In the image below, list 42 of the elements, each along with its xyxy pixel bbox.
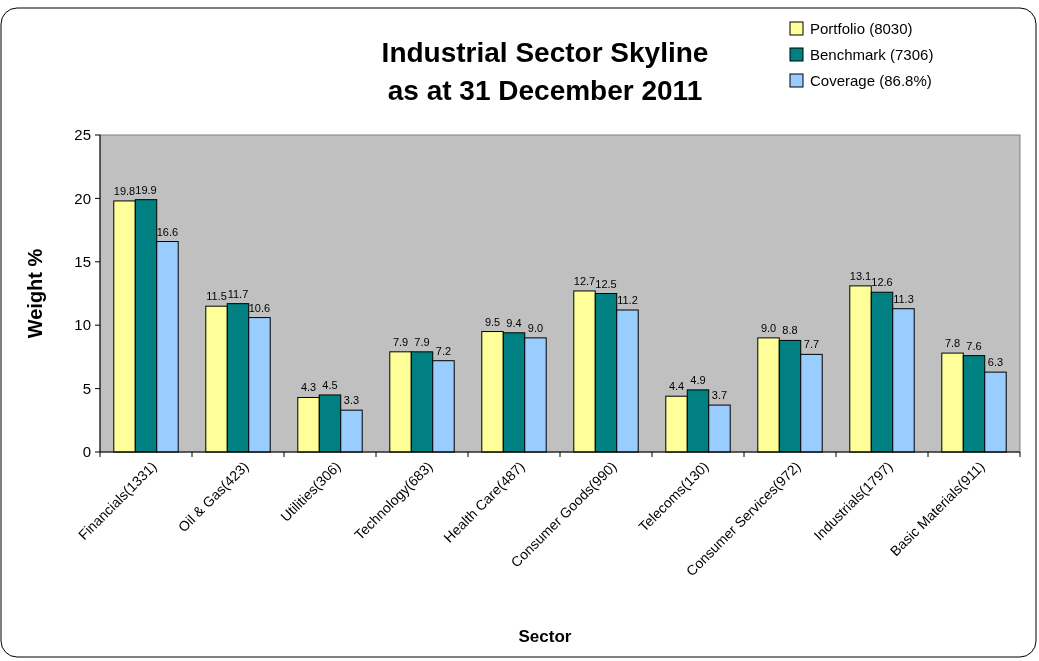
data-label: 11.3 [893,292,914,305]
data-label: 11.2 [617,293,638,306]
y-tick-label: 0 [82,443,91,461]
data-label: 4.9 [690,373,706,386]
data-label: 12.5 [595,277,617,290]
data-label: 9.0 [527,321,544,334]
data-label: 7.9 [414,335,430,348]
legend-label: Portfolio (8030) [810,20,913,38]
data-label: 9.4 [506,316,522,329]
y-tick-label: 10 [74,316,91,334]
data-label: 19.8 [113,184,136,197]
y-tick-label: 20 [74,189,91,207]
y-tick-label: 15 [74,253,91,271]
data-label: 4.3 [300,381,317,394]
y-tick-label: 25 [74,126,91,144]
x-axis-title: Sector [518,627,572,646]
y-tick-label: 5 [82,379,91,397]
data-label: 10.6 [248,301,271,314]
data-label: 9.5 [484,315,501,328]
legend-label: Benchmark (7306) [810,46,934,64]
data-label: 6.3 [987,356,1004,369]
data-label: 4.4 [668,380,685,393]
data-label: 7.8 [944,337,961,350]
data-label: 7.6 [966,339,982,352]
data-label: 3.7 [711,389,728,402]
data-label: 12.7 [573,274,596,287]
data-label: 16.6 [156,225,179,238]
data-label: 8.8 [782,324,798,337]
data-label: 13.1 [849,269,872,282]
data-label: 19.9 [135,183,157,196]
data-label: 9.0 [760,321,777,334]
data-label: 7.7 [803,338,820,351]
data-label: 7.9 [392,335,409,348]
data-label: 7.2 [435,344,452,357]
chart-title: Industrial Sector Skyline as at 31 December 2011 [381,37,709,106]
data-label: 11.5 [206,290,227,303]
data-label: 11.7 [227,287,249,300]
data-label: 12.6 [871,276,893,289]
y-axis-title: Weight % [24,248,46,339]
data-label: 4.5 [322,378,338,391]
data-label: 3.3 [343,394,360,407]
legend-label: Coverage (86.8%) [810,72,932,90]
